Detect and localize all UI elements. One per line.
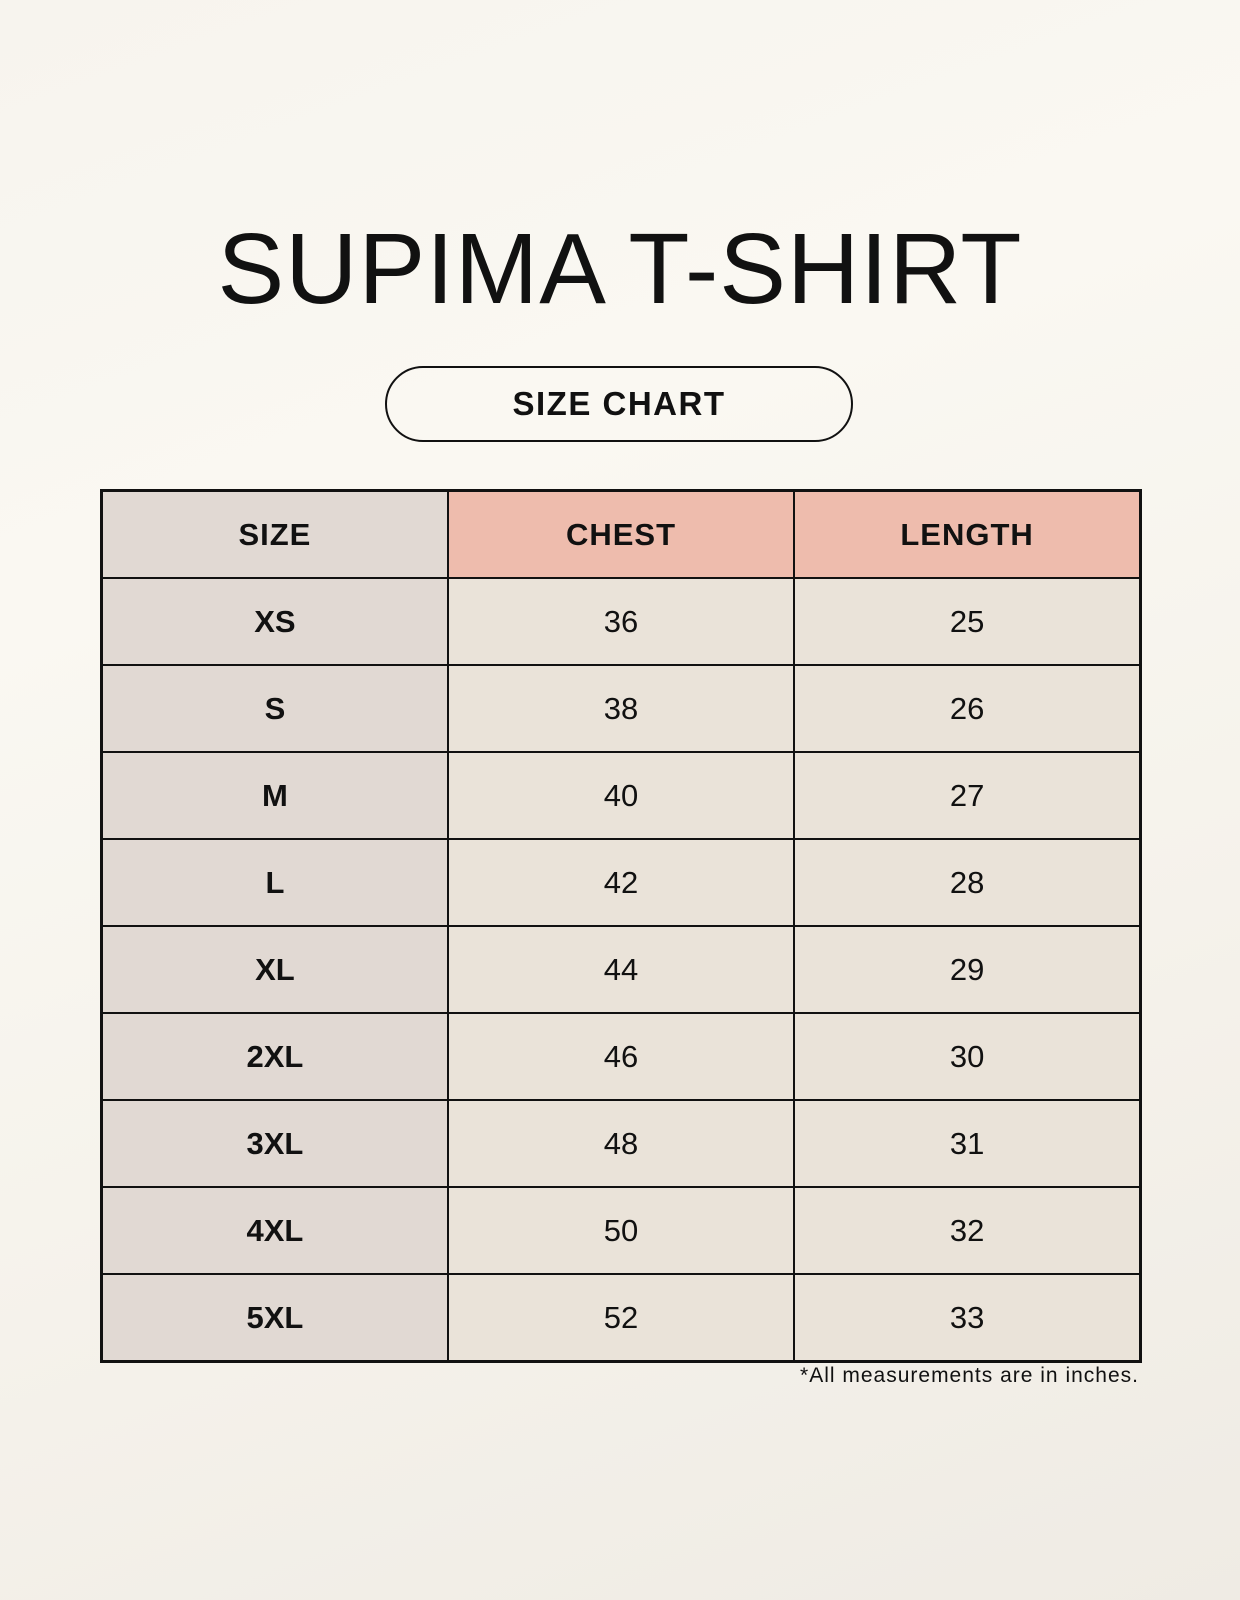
cell-length: 31 (793, 1099, 1142, 1188)
cell-length: 29 (793, 925, 1142, 1014)
header-length: LENGTH (793, 489, 1142, 579)
cell-size: L (100, 838, 449, 927)
table-row: XL 44 29 (100, 925, 1142, 1014)
cell-length: 30 (793, 1012, 1142, 1101)
cell-length: 33 (793, 1273, 1142, 1363)
table-row: 3XL 48 31 (100, 1099, 1142, 1188)
table-row: L 42 28 (100, 838, 1142, 927)
cell-chest: 52 (446, 1273, 796, 1363)
header-chest: CHEST (446, 489, 796, 579)
cell-length: 25 (793, 577, 1142, 666)
table-header-row: SIZE CHEST LENGTH (100, 489, 1142, 579)
table-row: 5XL 52 33 (100, 1273, 1142, 1363)
header-size: SIZE (100, 489, 449, 579)
cell-chest: 42 (446, 838, 796, 927)
cell-size: 3XL (100, 1099, 449, 1188)
cell-size: XS (100, 577, 449, 666)
cell-chest: 40 (446, 751, 796, 840)
cell-length: 28 (793, 838, 1142, 927)
cell-size: 5XL (100, 1273, 449, 1363)
cell-chest: 48 (446, 1099, 796, 1188)
cell-length: 27 (793, 751, 1142, 840)
cell-chest: 46 (446, 1012, 796, 1101)
footnote: *All measurements are in inches. (800, 1364, 1139, 1387)
cell-size: XL (100, 925, 449, 1014)
table-row: S 38 26 (100, 664, 1142, 753)
size-table: SIZE CHEST LENGTH XS 36 25 S 38 26 M 40 27 L 42 28 X… (100, 489, 1142, 1363)
table-row: XS 36 25 (100, 577, 1142, 666)
cell-size: S (100, 664, 449, 753)
table-row: 2XL 46 30 (100, 1012, 1142, 1101)
cell-size: 2XL (100, 1012, 449, 1101)
cell-chest: 44 (446, 925, 796, 1014)
table-row: M 40 27 (100, 751, 1142, 840)
cell-length: 32 (793, 1186, 1142, 1275)
size-chart-label: SIZE CHART (385, 366, 853, 442)
cell-chest: 50 (446, 1186, 796, 1275)
table-row: 4XL 50 32 (100, 1186, 1142, 1275)
cell-chest: 38 (446, 664, 796, 753)
page-title: SUPIMA T-SHIRT (217, 213, 1023, 325)
cell-size: M (100, 751, 449, 840)
cell-size: 4XL (100, 1186, 449, 1275)
cell-length: 26 (793, 664, 1142, 753)
cell-chest: 36 (446, 577, 796, 666)
